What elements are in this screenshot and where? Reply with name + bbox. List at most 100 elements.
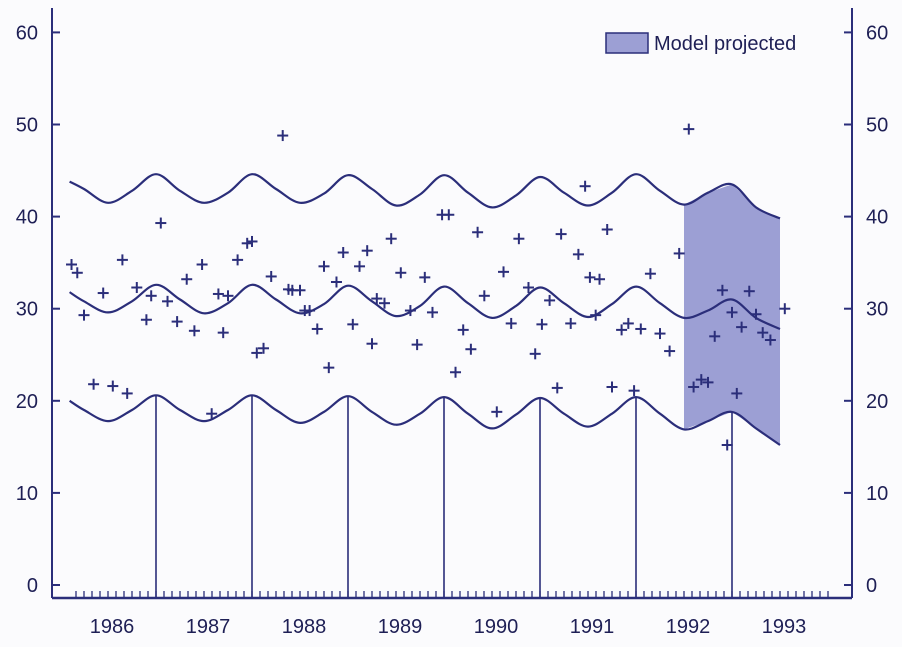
data-point xyxy=(443,209,455,221)
model-band xyxy=(68,173,781,446)
data-point xyxy=(265,270,277,282)
y-tick-label-left: 10 xyxy=(16,483,38,505)
data-point xyxy=(594,273,606,285)
data-point xyxy=(277,130,289,142)
data-point xyxy=(162,295,174,307)
data-point xyxy=(395,267,407,279)
data-point xyxy=(709,330,721,342)
y-tick-label-left: 50 xyxy=(16,115,38,137)
data-point xyxy=(354,260,366,272)
data-point xyxy=(121,387,133,399)
data-point xyxy=(743,285,755,297)
data-point xyxy=(385,233,397,245)
data-point xyxy=(294,284,306,296)
data-point xyxy=(88,378,100,390)
x-tick-label: 1986 xyxy=(90,616,135,638)
y-tick-label-right: 0 xyxy=(866,575,877,597)
band-middle-line xyxy=(68,283,781,330)
data-point xyxy=(71,267,83,279)
band-upper-line xyxy=(69,173,781,220)
data-point xyxy=(505,317,517,329)
data-point xyxy=(779,303,791,315)
data-point xyxy=(622,317,634,329)
data-point xyxy=(579,180,591,192)
data-point xyxy=(318,260,330,272)
y-tick-label-left: 40 xyxy=(16,207,38,229)
data-point xyxy=(590,309,602,321)
data-point xyxy=(371,293,383,305)
data-point xyxy=(304,305,316,317)
data-point xyxy=(246,235,258,247)
data-point xyxy=(251,347,263,359)
legend-label: Model projected xyxy=(654,33,796,55)
y-tick-label-left: 30 xyxy=(16,299,38,321)
data-point xyxy=(716,284,728,296)
data-point xyxy=(232,254,244,266)
data-point xyxy=(206,408,218,420)
data-point xyxy=(155,217,167,229)
data-point xyxy=(606,381,618,393)
y-tick-label-right: 30 xyxy=(866,299,888,321)
data-point xyxy=(222,290,234,302)
x-tick-label: 1988 xyxy=(282,616,327,638)
axes: 0 0 10 10 20 20 30 30 40 40 50 50 60 60 1986 1987 1988 19… xyxy=(16,8,888,638)
x-tick-label: 1987 xyxy=(186,616,231,638)
data-point xyxy=(116,254,128,266)
x-tick-label: 1991 xyxy=(570,616,615,638)
data-point xyxy=(536,318,548,330)
data-point xyxy=(457,324,469,336)
data-point xyxy=(323,362,335,374)
data-point xyxy=(736,321,748,333)
data-point xyxy=(426,306,438,318)
data-point xyxy=(628,385,640,397)
data-point xyxy=(584,271,596,283)
y-tick-label-right: 10 xyxy=(866,483,888,505)
data-point xyxy=(683,123,695,135)
data-point xyxy=(544,294,556,306)
data-point xyxy=(378,297,390,309)
data-point xyxy=(721,439,733,451)
data-point xyxy=(140,314,152,326)
x-tick-label: 1992 xyxy=(666,616,711,638)
data-point xyxy=(757,327,769,339)
data-point xyxy=(404,305,416,317)
data-point xyxy=(572,248,584,260)
data-point xyxy=(78,309,90,321)
x-tick-label: 1989 xyxy=(378,616,423,638)
data-point xyxy=(107,380,119,392)
data-point xyxy=(616,324,628,336)
data-point xyxy=(522,282,534,294)
data-point xyxy=(644,268,656,280)
legend: Model projected xyxy=(605,32,796,55)
y-tick-label-left: 20 xyxy=(16,391,38,413)
data-point xyxy=(361,245,373,257)
data-point xyxy=(695,374,707,386)
data-point xyxy=(472,226,484,238)
data-point xyxy=(565,317,577,329)
data-point xyxy=(688,381,700,393)
data-point xyxy=(212,288,224,300)
data-point xyxy=(366,338,378,350)
data-point xyxy=(764,334,776,346)
data-point xyxy=(750,308,762,320)
data-point xyxy=(491,406,503,418)
data-point xyxy=(419,271,431,283)
data-point xyxy=(66,258,78,270)
data-point xyxy=(465,343,477,355)
data-point xyxy=(347,318,359,330)
data-point xyxy=(731,387,743,399)
data-point xyxy=(498,266,510,278)
y-tick-label-left: 0 xyxy=(27,575,38,597)
data-point xyxy=(411,339,423,351)
data-point xyxy=(97,287,109,299)
data-point xyxy=(171,316,183,328)
data-point xyxy=(181,273,193,285)
data-point xyxy=(726,306,738,318)
data-point xyxy=(635,323,647,335)
data-point xyxy=(478,290,490,302)
data-point xyxy=(555,228,567,240)
data-point xyxy=(217,327,229,339)
data-point xyxy=(188,325,200,337)
